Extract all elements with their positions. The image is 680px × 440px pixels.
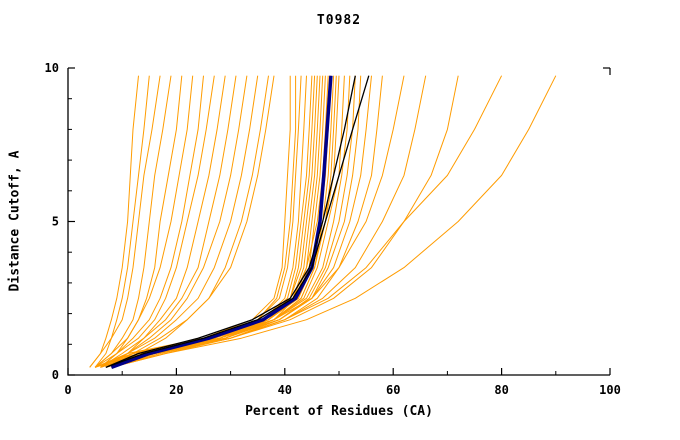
svg-text:5: 5 [52,215,59,229]
svg-text:60: 60 [386,383,400,397]
x-axis-label: Percent of Residues (CA) [245,404,433,419]
svg-text:10: 10 [45,61,59,75]
chart-title: T0982 [316,13,362,28]
svg-text:0: 0 [52,368,59,382]
svg-text:40: 40 [278,383,292,397]
svg-text:20: 20 [169,383,183,397]
svg-text:100: 100 [599,383,621,397]
svg-text:0: 0 [64,383,71,397]
svg-text:80: 80 [494,383,508,397]
y-axis-label: Distance Cutoff, A [7,150,23,292]
